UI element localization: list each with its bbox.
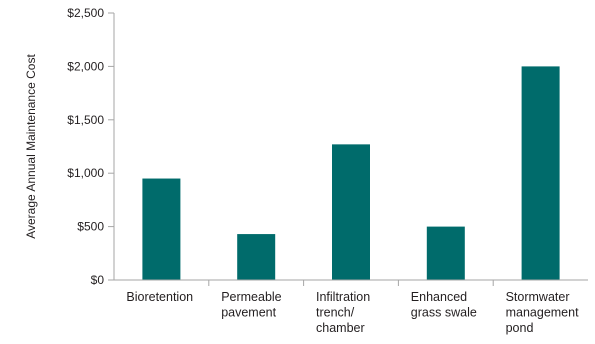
y-axis: $0 $500 $1,000 $1,500 $2,000 $2,500 (67, 6, 115, 287)
bar-series (142, 66, 560, 281)
x-tick-label: trench/ (316, 306, 355, 320)
x-tick-label: pond (506, 321, 534, 335)
bar (521, 66, 560, 281)
x-tick-label: grass swale (411, 306, 477, 320)
y-tick-label: $1,500 (67, 113, 104, 127)
x-axis: Bioretention Permeable pavement Infiltratio… (114, 279, 588, 335)
bar (237, 234, 276, 280)
y-tick-label: $1,000 (67, 166, 104, 180)
x-tick-label: Permeable (221, 290, 281, 304)
y-tick-label: $2,000 (67, 59, 104, 73)
y-tick-label: $2,500 (67, 6, 104, 20)
y-tick-label: $500 (77, 220, 104, 234)
x-tick-label: Bioretention (126, 290, 193, 304)
y-tick-label: $0 (91, 273, 105, 287)
x-tick-label: Stormwater (506, 290, 570, 304)
x-tick-label: management (506, 306, 579, 320)
x-tick-label: pavement (221, 306, 276, 320)
bar (426, 226, 465, 280)
bar (142, 178, 181, 280)
x-tick-label: chamber (316, 321, 365, 335)
x-tick-label: Infiltration (316, 290, 370, 304)
bar (332, 144, 370, 280)
x-tick-label: Enhanced (411, 290, 467, 304)
y-axis-title: Average Annual Maintenance Cost (24, 54, 38, 239)
